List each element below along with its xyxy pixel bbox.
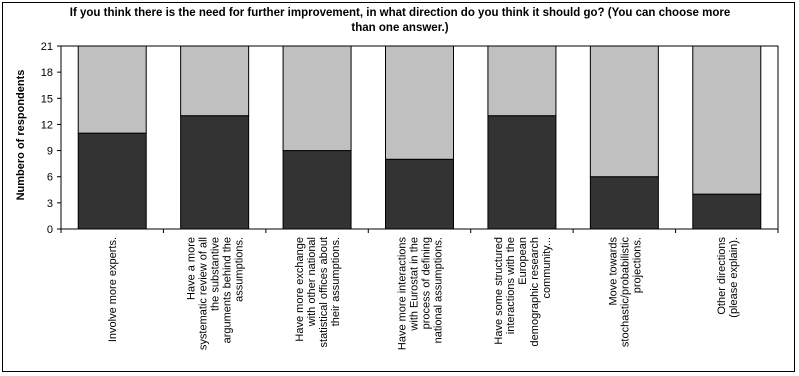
x-category-label: Have some structuredinteractions with th… [493,237,553,346]
x-category-label: Move towardsstochastic/probabilisticproj… [607,237,643,348]
x-category-label-line: process of defining [421,237,433,329]
plot-area: 0 3 6 9 12 15 18 21 Involve more experts. Have a … [41,41,779,351]
x-category-label-line: Have more exchange [294,237,306,342]
bar-segment-light [77,45,147,134]
x-category-label-line: assumptions. [234,237,246,302]
y-axis-label: Numbero of respondents [15,70,27,201]
bar-segment-dark [180,115,250,230]
x-category-label-line: Have more interactions [397,237,409,351]
y-tick-label: 12 [41,119,53,131]
x-category-label-line: Other directions [716,237,728,315]
x-category-label-line: stochastic/probabilistic [619,237,631,348]
bar-segment-dark [77,132,147,230]
x-category-label: Have more exchangewith other nationalsta… [294,237,342,347]
y-tick-label: 3 [47,198,53,210]
bar-segment-light [180,45,250,117]
y-tick-label: 21 [41,41,53,53]
bar-segment-light [487,45,557,117]
x-category-label: Have a moresystematic review of allthe s… [186,237,246,350]
x-category-label-line: with Eurostat in the [409,237,421,332]
y-tick-label: 6 [47,172,53,184]
bar-segment-dark [589,176,659,230]
bar-segment-dark [487,115,557,230]
y-tick-label: 0 [47,224,53,236]
x-category-label-line: community... [541,237,553,299]
y-tick-label: 15 [41,93,53,105]
x-category-label-line: arguments behind the [222,237,234,343]
x-category-label-line: statistical offices about [318,237,330,347]
x-category-label: Have more interactionswith Eurostat in t… [397,237,445,351]
x-category-label-line: with other national [306,237,318,327]
x-category-label-line: interactions with the [505,237,517,334]
x-category-label: Other directions(please explain). [716,237,740,318]
bar-segment-dark [282,150,352,230]
x-category-label-line: Have a more [186,237,198,300]
x-category-label-line: projections. [631,237,643,293]
x-category-label-line: Move towards [607,237,619,306]
x-category-label-line: systematic review of all [198,237,210,350]
bar-segment-dark [692,193,762,230]
x-category-label-line: Involve more experts. [107,237,119,342]
bar-segment-light [589,45,659,178]
x-category-label-line: demographic research [529,237,541,346]
x-category-label: Involve more experts. [107,237,119,342]
bar-segment-light [692,45,762,195]
x-category-label-line: national assumptions. [433,237,445,343]
x-category-label-line: Have some structured [493,237,505,345]
x-category-label-line: European [517,237,529,285]
bar-segment-light [282,45,352,152]
chart-title: If you think there is the need for furth… [69,7,731,34]
y-tick-label: 9 [47,146,53,158]
bar-segment-dark [385,158,454,230]
y-tick-label: 18 [41,67,53,79]
x-category-label-line: (please explain). [728,237,740,318]
x-category-label-line: their assumptions. [330,237,342,326]
bar-segment-light [385,45,454,160]
x-category-label-line: the substantive [210,237,222,311]
